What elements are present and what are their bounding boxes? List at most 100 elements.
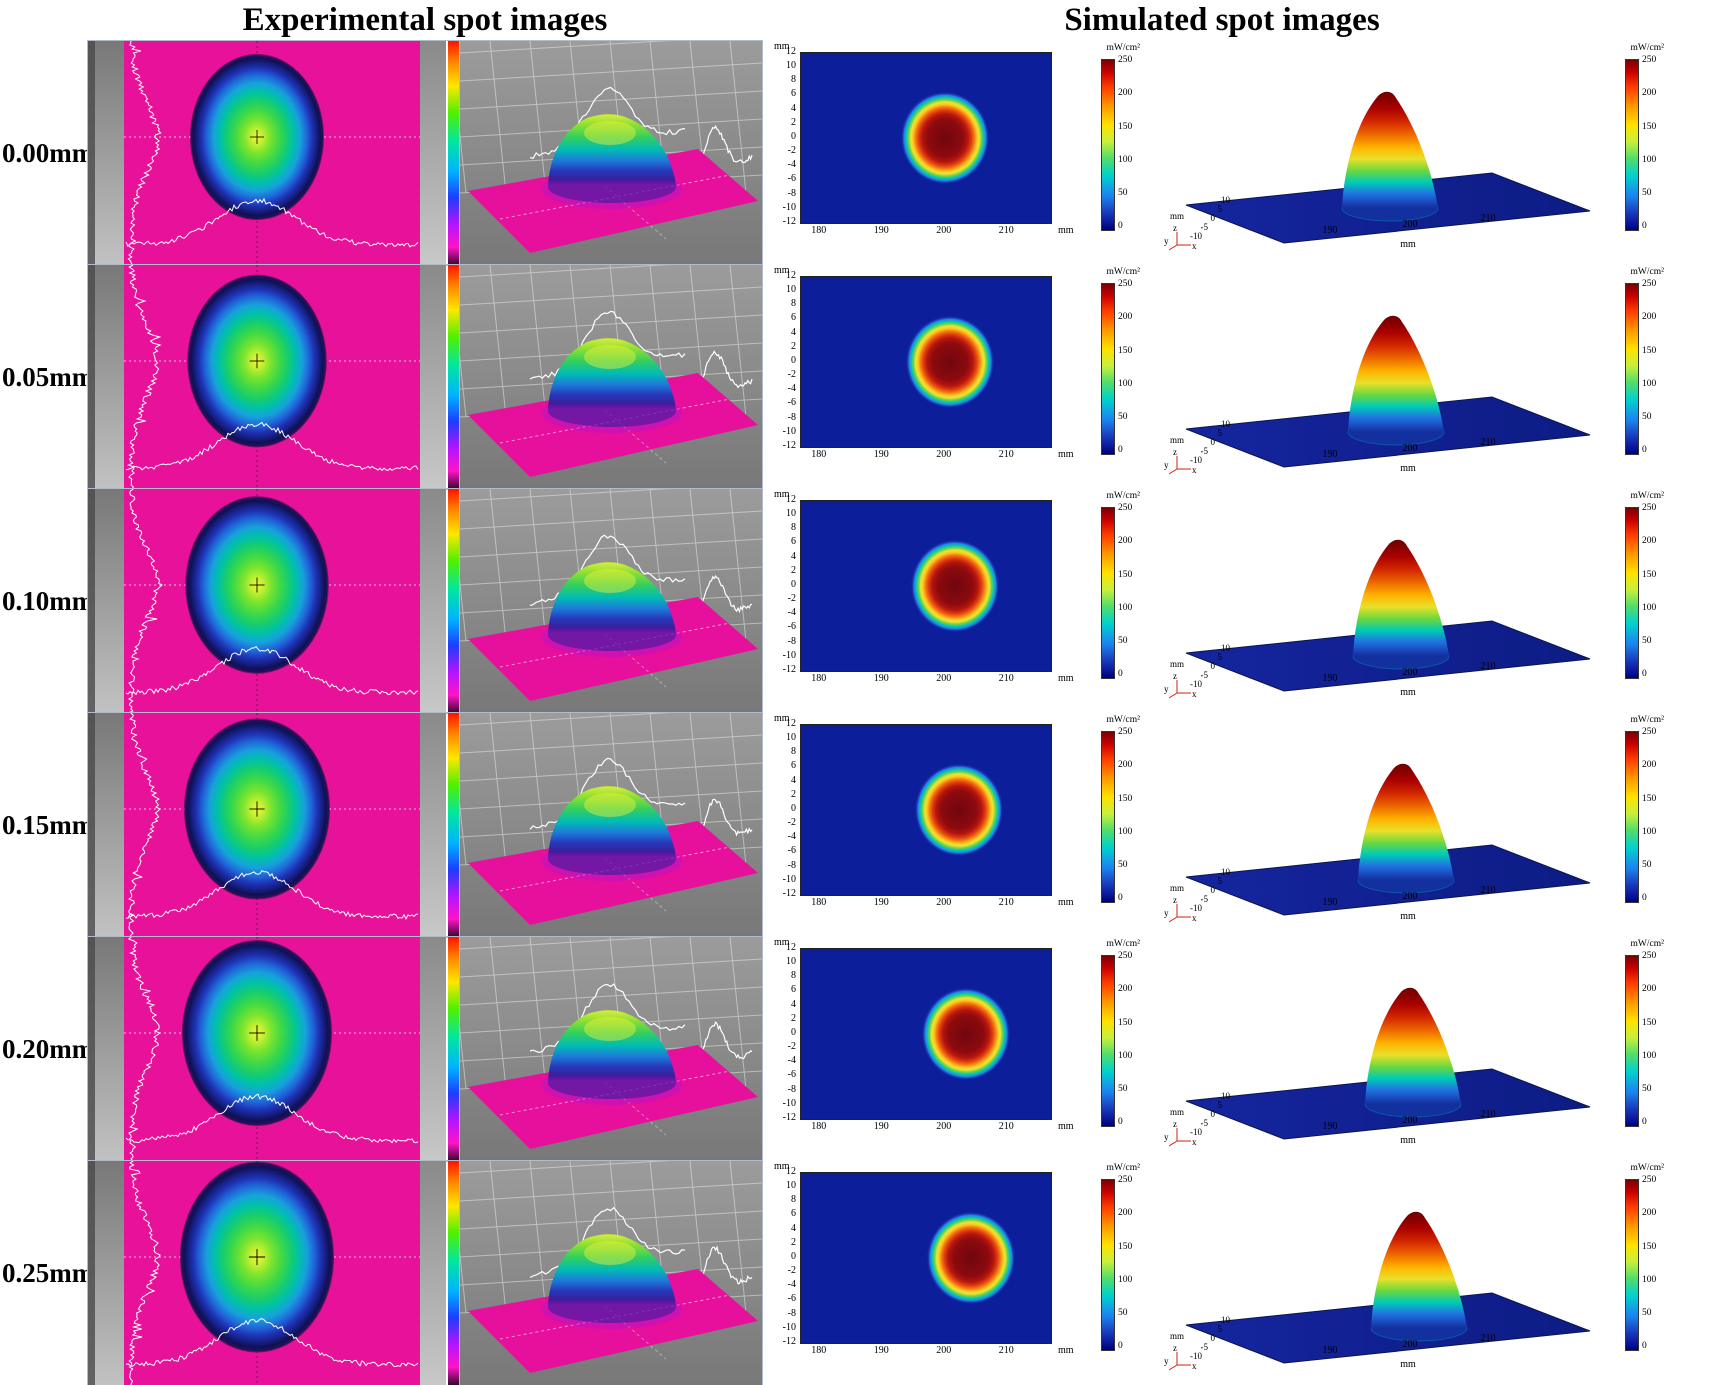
y-tick-label: -2 [788, 1042, 796, 1052]
z-axis-label: z [1173, 223, 1177, 233]
y-axis-label: y [1164, 908, 1169, 918]
colorbar-tick-label: 0 [1118, 1118, 1142, 1128]
x-tick-label: 200 [1403, 667, 1418, 678]
y-tick-label: -12 [783, 889, 796, 899]
colorbar-tick-label: 0 [1642, 222, 1666, 232]
y-tick-label: -2 [788, 1266, 796, 1276]
column-gap [762, 41, 772, 265]
colorbar-tick-label: 200 [1642, 89, 1666, 99]
simulated-3d-plot: 190 200 210 mm 10 5 0 -5 -10 mm z y x [1162, 275, 1596, 475]
colorbar-tick-label: 250 [1642, 504, 1666, 514]
x-tick-label: 180 [811, 449, 826, 460]
column-gap [1148, 1161, 1158, 1385]
colorbar-tick-label: 150 [1642, 571, 1666, 581]
column-gap [1148, 265, 1158, 489]
colorbar: mW/cm² 250 200 150 100 50 0 [1082, 41, 1144, 265]
colorbar-tick-label: 250 [1642, 56, 1666, 66]
offset-label: 0.20mm [0, 937, 88, 1161]
colorbar-tick-label: 150 [1118, 123, 1142, 133]
x-tick-label: 210 [999, 225, 1014, 236]
y-tick-label: 12 [786, 495, 796, 505]
color-scale-strip [448, 713, 460, 937]
y-tick-label: 12 [786, 943, 796, 953]
simulated-beam-spot [922, 988, 1010, 1080]
colorbar-gradient [1625, 59, 1639, 231]
y-tick-label: -2 [788, 146, 796, 156]
right-gray-strip [420, 265, 446, 489]
experimental-2d-panel [88, 937, 460, 1161]
y-tick-label: -6 [788, 846, 796, 856]
colorbar: mW/cm² 250 200 150 100 50 0 [1606, 1161, 1668, 1385]
simulated-2d-panel: mm 12 10 8 6 4 2 0 -2 -4 -6 -8 -10 -12 180 190 200 210 … [772, 265, 1148, 489]
column-gap [762, 713, 772, 937]
depth-axis-unit: mm [1170, 211, 1184, 221]
y-tick-label: 2 [791, 566, 796, 576]
colorbar-tick-label: 150 [1642, 795, 1666, 805]
colorbar-tick-label: 200 [1642, 313, 1666, 323]
right-gray-strip [420, 489, 446, 713]
x-axis-unit: mm [1400, 463, 1416, 474]
offset-label: 0.25mm [0, 1161, 88, 1385]
y-tick-label: 12 [786, 1167, 796, 1177]
y-tick-label: -4 [788, 384, 796, 394]
colorbar-tick-label: 0 [1642, 670, 1666, 680]
depth-tick-label: -10 [1190, 1351, 1202, 1361]
colorbar-tick-label: 250 [1118, 1176, 1142, 1186]
x-axis-ticks: 180 190 200 210 [800, 1345, 1050, 1359]
y-tick-label: 2 [791, 118, 796, 128]
simulated-2d-panel: mm 12 10 8 6 4 2 0 -2 -4 -6 -8 -10 -12 180 190 200 210 … [772, 41, 1148, 265]
experimental-2d-panel [88, 265, 460, 489]
y-tick-label: -12 [783, 1337, 796, 1347]
column-gap [762, 1161, 772, 1385]
colorbar-tick-label: 250 [1118, 280, 1142, 290]
x-axis-ticks: 180 190 200 210 [800, 673, 1050, 687]
colorbar-tick-label: 150 [1642, 1019, 1666, 1029]
experimental-3d-panel [460, 489, 762, 713]
x-axis-label: x [1192, 1137, 1197, 1147]
x-axis-ticks: 180 190 200 210 [800, 1121, 1050, 1135]
colorbar-title: mW/cm² [1631, 267, 1664, 277]
y-tick-label: 12 [786, 271, 796, 281]
y-tick-label: 0 [791, 356, 796, 366]
x-tick-label: 190 [874, 897, 889, 908]
y-tick-label: 6 [791, 313, 796, 323]
colorbar-tick-label: 0 [1118, 1342, 1142, 1352]
y-tick-label: -12 [783, 217, 796, 227]
x-tick-label: 200 [1403, 443, 1418, 454]
x-axis-ticks: 180 190 200 210 [800, 225, 1050, 239]
experimental-title: Experimental spot images [88, 4, 762, 37]
y-tick-label: -4 [788, 1280, 796, 1290]
simulated-surface-dome [1353, 540, 1449, 669]
colorbar-tick-label: 200 [1642, 537, 1666, 547]
colorbar-ticks: 250 200 150 100 50 0 [1118, 952, 1142, 1128]
right-gray-strip [420, 713, 446, 937]
colorbar-tick-label: 100 [1118, 604, 1142, 614]
colorbar-tick-label: 100 [1118, 1052, 1142, 1062]
y-tick-label: 8 [791, 75, 796, 85]
y-tick-label: -10 [783, 651, 796, 661]
colorbar-ticks: 250 200 150 100 50 0 [1642, 56, 1666, 232]
experimental-2d-image [88, 713, 460, 937]
experimental-2d-image [88, 1161, 460, 1385]
depth-tick-label: 10 [1221, 195, 1231, 205]
column-gap [1148, 41, 1158, 265]
colorbar-title: mW/cm² [1631, 715, 1664, 725]
beam-spot [183, 941, 331, 1125]
y-tick-label: 4 [791, 104, 796, 114]
x-tick-label: 190 [874, 673, 889, 684]
colorbar-tick-label: 50 [1118, 413, 1142, 423]
colorbar: mW/cm² 250 200 150 100 50 0 [1606, 937, 1668, 1161]
colorbar-gradient [1101, 283, 1115, 455]
simulated-3d-plot: 190 200 210 mm 10 5 0 -5 -10 mm z y x [1162, 1171, 1596, 1371]
colorbar-gradient [1101, 507, 1115, 679]
colorbar-tick-label: 250 [1118, 56, 1142, 66]
y-tick-label: 4 [791, 328, 796, 338]
colorbar-tick-label: 50 [1642, 637, 1666, 647]
x-tick-label: 200 [1403, 219, 1418, 230]
heatmap-plot [800, 52, 1052, 224]
y-tick-label: -12 [783, 1113, 796, 1123]
experimental-3d-panel [460, 713, 762, 937]
y-tick-label: 4 [791, 776, 796, 786]
experimental-3d-panel [460, 1161, 762, 1385]
x-tick-label: 210 [999, 673, 1014, 684]
